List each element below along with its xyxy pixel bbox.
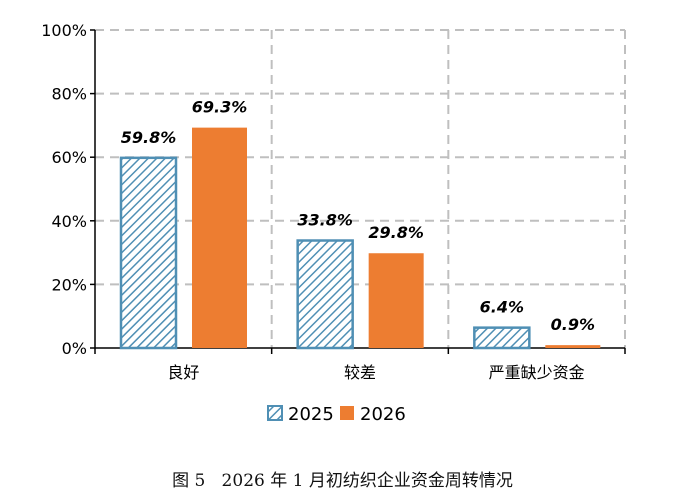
y-tick-label: 20% [51,275,87,294]
legend: 2025 2026 [267,404,406,425]
bar-2025-2 [473,326,531,350]
bar-2025-1 [296,239,354,350]
figure-caption: 图 5 2026 年 1 月初纺织企业资金周转情况 [172,471,513,491]
x-tick-label: 良好 [167,363,199,382]
data-label: 0.9% [551,315,595,334]
legend-label: 2026 [360,404,406,425]
gridlines [95,29,626,348]
legend-swatch-2026 [340,406,354,420]
data-label: 6.4% [480,298,524,317]
bars [119,127,601,350]
axes: 0% 20% 40% 60% 80% 100% 良好 较差 严重缺少资金 [41,21,626,382]
data-label: 69.3% [192,98,248,117]
x-tick-label: 较差 [344,363,376,382]
data-label: 29.8% [368,223,424,242]
data-label: 59.8% [121,128,177,147]
bar-2026-0 [192,127,247,348]
bar-2026-1 [368,253,424,348]
legend-label: 2025 [288,404,334,425]
bar-2025-0 [119,156,178,350]
data-label: 33.8% [297,211,353,230]
y-tick-label: 100% [41,21,87,40]
legend-swatch-2025 [267,405,283,421]
data-labels: 59.8% 33.8% 6.4% 69.3% 29.8% 0.9% [121,98,595,335]
y-tick-label: 60% [51,148,87,167]
y-tick-label: 40% [51,212,87,231]
bar-2026-2 [545,345,601,348]
y-tick-label: 80% [51,85,87,104]
y-tick-label: 0% [62,339,87,358]
x-tick-label: 严重缺少资金 [489,363,585,382]
